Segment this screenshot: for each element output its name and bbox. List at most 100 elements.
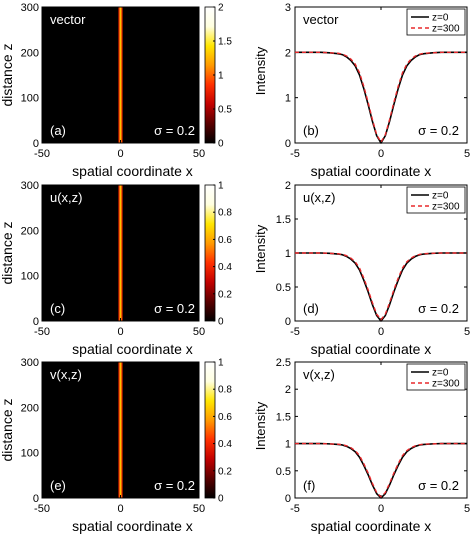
panel-letter: (b) xyxy=(303,123,319,138)
panel-label-top: v(x,z) xyxy=(303,367,335,382)
panel-letter: (c) xyxy=(50,301,65,316)
y-tick-label: 1 xyxy=(285,439,291,451)
series-line-z300 xyxy=(295,442,467,498)
x-axis-label: spatial coordinate x xyxy=(72,341,193,357)
heatmap-bright-stripe xyxy=(118,185,123,321)
y-tick-label: 0.5 xyxy=(276,282,291,294)
x-axis-label: spatial coordinate x xyxy=(311,163,432,179)
colorbar-tick-label: 2 xyxy=(218,3,224,14)
x-tick-label: -5 xyxy=(290,503,300,515)
sigma-label: σ = 0.2 xyxy=(418,123,459,138)
x-tick-label: 50 xyxy=(193,326,205,338)
y-axis-label: Intensity xyxy=(253,401,268,450)
colorbar xyxy=(204,361,216,499)
panel-label-top: u(x,z) xyxy=(50,190,83,205)
y-tick-label: 200 xyxy=(21,402,39,414)
y-tick-label: 2.5 xyxy=(276,357,291,369)
x-axis-label: spatial coordinate x xyxy=(311,518,432,534)
panel-label-top: vector xyxy=(50,12,86,27)
colorbar-tick-label: 0 xyxy=(218,317,224,328)
legend-box xyxy=(406,8,466,36)
series-line-z300 xyxy=(295,51,467,143)
y-axis-label: Intensity xyxy=(253,224,268,273)
x-axis-label: spatial coordinate x xyxy=(72,163,193,179)
colorbar-tick-label: 0.5 xyxy=(218,105,232,116)
y-tick-label: 1 xyxy=(285,93,291,105)
colorbar xyxy=(204,184,216,322)
colorbar-tick-label: 0.2 xyxy=(218,289,232,300)
legend-entry: z=0 xyxy=(432,368,449,379)
y-tick-label: 0 xyxy=(33,138,39,150)
colorbar-tick-label: 0.8 xyxy=(218,385,232,396)
colorbar-tick-label: 0 xyxy=(218,494,224,505)
legend-entry: z=0 xyxy=(432,191,449,202)
sigma-label: σ = 0.2 xyxy=(154,478,195,493)
colorbar-tick-label: 0.4 xyxy=(218,439,232,450)
y-tick-label: 0 xyxy=(33,493,39,505)
x-tick-label: 0 xyxy=(378,148,384,160)
y-tick-label: 300 xyxy=(21,357,39,369)
legend-entry: z=300 xyxy=(432,202,460,213)
y-tick-label: 0 xyxy=(285,316,291,328)
x-tick-label: 0 xyxy=(117,503,123,515)
panel-label-top: v(x,z) xyxy=(50,367,82,382)
y-tick-label: 1.5 xyxy=(276,411,291,423)
colorbar-tick-label: 1.5 xyxy=(218,37,232,48)
y-tick-label: 0 xyxy=(285,138,291,150)
legend-entry: z=0 xyxy=(432,13,449,24)
y-tick-label: 1 xyxy=(285,248,291,260)
x-tick-label: 0 xyxy=(378,326,384,338)
series-line-z300 xyxy=(295,252,467,321)
x-tick-label: 0 xyxy=(117,326,123,338)
y-axis-label: Intensity xyxy=(253,46,268,95)
panel-label-top: vector xyxy=(303,12,339,27)
y-axis-label: distance z xyxy=(0,398,15,461)
sigma-label: σ = 0.2 xyxy=(418,478,459,493)
colorbar-tick-label: 0.8 xyxy=(218,208,232,219)
y-tick-label: 0.5 xyxy=(276,466,291,478)
x-tick-label: 5 xyxy=(464,148,470,160)
colorbar-tick-label: 1 xyxy=(218,71,224,82)
y-tick-label: 100 xyxy=(21,271,39,283)
legend-box xyxy=(406,186,466,214)
heatmap-bright-stripe xyxy=(118,362,123,498)
y-tick-label: 2 xyxy=(285,384,291,396)
panel-letter: (e) xyxy=(50,478,66,493)
y-tick-label: 200 xyxy=(21,225,39,237)
x-axis-label: spatial coordinate x xyxy=(311,341,432,357)
y-tick-label: 0 xyxy=(33,316,39,328)
y-tick-label: 2 xyxy=(285,180,291,192)
panel-label-top: u(x,z) xyxy=(303,190,336,205)
x-tick-label: 5 xyxy=(464,326,470,338)
y-tick-label: 3 xyxy=(285,2,291,14)
colorbar-tick-label: 0.6 xyxy=(218,412,232,423)
y-tick-label: 100 xyxy=(21,93,39,105)
colorbar-tick-label: 0.6 xyxy=(218,235,232,246)
x-tick-label: -50 xyxy=(34,148,50,160)
x-tick-label: -50 xyxy=(34,326,50,338)
y-tick-label: 0 xyxy=(285,493,291,505)
x-tick-label: 50 xyxy=(193,148,205,160)
x-tick-label: -50 xyxy=(34,503,50,515)
panel-letter: (a) xyxy=(50,123,66,138)
y-axis-label: distance z xyxy=(0,43,15,106)
y-tick-label: 2 xyxy=(285,47,291,59)
legend-entry: z=300 xyxy=(432,379,460,390)
y-tick-label: 300 xyxy=(21,2,39,14)
x-tick-label: 0 xyxy=(378,503,384,515)
panel-letter: (d) xyxy=(303,301,319,316)
x-tick-label: -5 xyxy=(290,326,300,338)
colorbar-tick-label: 0.4 xyxy=(218,262,232,273)
x-tick-label: 0 xyxy=(117,148,123,160)
y-tick-label: 300 xyxy=(21,180,39,192)
x-tick-label: -5 xyxy=(290,148,300,160)
panel-letter: (f) xyxy=(303,478,315,493)
colorbar-tick-label: 0 xyxy=(218,139,224,150)
